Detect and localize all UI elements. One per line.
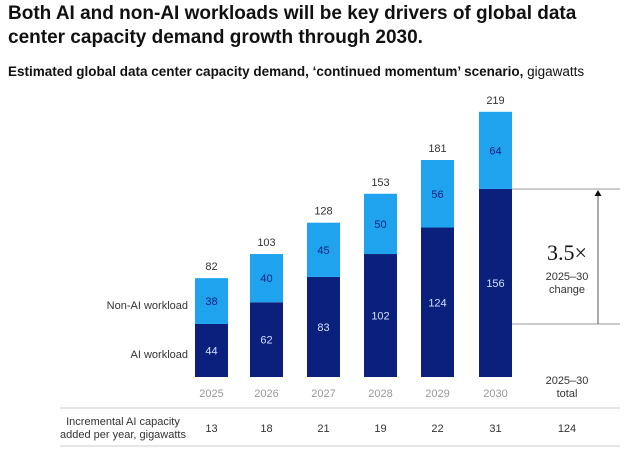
total-header-2: total	[557, 388, 578, 400]
label-nonai-2029: 56	[431, 189, 443, 201]
label-total-2029: 181	[428, 143, 446, 155]
bar-nonai-2030	[479, 111, 512, 189]
label-nonai-2028: 50	[374, 219, 386, 231]
label-total-2028: 153	[371, 177, 389, 189]
label-nonai-2030: 64	[489, 145, 501, 157]
label-total-2026: 103	[257, 237, 275, 249]
bar-ai-2028	[364, 254, 397, 377]
incremental-label-1: Incremental AI capacity	[66, 416, 180, 428]
legend-nonai: Non-AI workload	[107, 300, 188, 312]
annotation-value: 3.5×	[547, 240, 587, 265]
label-nonai-2025: 38	[205, 296, 217, 308]
label-nonai-2027: 45	[317, 245, 329, 257]
bar-nonai-2025	[195, 278, 228, 324]
x-tick-2027: 2027	[311, 388, 335, 400]
total-header-1: 2025–30	[546, 375, 589, 387]
incremental-label-2: added per year, gigawatts	[60, 429, 186, 441]
x-tick-2026: 2026	[254, 388, 278, 400]
label-nonai-2026: 40	[260, 273, 272, 285]
bar-nonai-2029	[421, 160, 454, 228]
bar-nonai-2028	[364, 193, 397, 255]
subtitle-unit: gigawatts	[523, 64, 585, 79]
x-tick-2029: 2029	[425, 388, 449, 400]
bar-ai-2029	[421, 227, 454, 377]
label-ai-2029: 124	[428, 297, 446, 309]
label-total-2030: 219	[486, 95, 504, 107]
x-tick-2030: 2030	[483, 388, 507, 400]
incremental-2025: 13	[205, 423, 217, 435]
legend-ai: AI workload	[131, 349, 188, 361]
bar-ai-2025	[195, 323, 228, 377]
bar-ai-2030	[479, 188, 512, 377]
incremental-2027: 21	[317, 423, 329, 435]
x-tick-2028: 2028	[368, 388, 392, 400]
label-total-2027: 128	[314, 206, 332, 218]
label-ai-2028: 102	[371, 311, 389, 323]
label-ai-2026: 62	[260, 335, 272, 347]
page-title: Both AI and non-AI workloads will be key…	[8, 3, 577, 48]
chart-subtitle: Estimated global data center capacity de…	[8, 64, 584, 79]
incremental-2029: 22	[431, 423, 443, 435]
incremental-total: 124	[558, 423, 576, 435]
annotation-label-2: change	[549, 284, 585, 296]
label-ai-2030: 156	[486, 278, 504, 290]
annotation-label-1: 2025–30	[546, 271, 589, 283]
incremental-2030: 31	[489, 423, 501, 435]
x-tick-2025: 2025	[199, 388, 223, 400]
label-ai-2025: 44	[205, 345, 217, 357]
bar-nonai-2027	[307, 222, 340, 277]
incremental-2026: 18	[260, 423, 272, 435]
arrow-head-icon	[594, 189, 602, 196]
bar-nonai-2026	[250, 254, 283, 303]
label-ai-2027: 83	[317, 322, 329, 334]
bar-ai-2026	[250, 302, 283, 377]
label-total-2025: 82	[205, 261, 217, 273]
subtitle-main: Estimated global data center capacity de…	[8, 64, 524, 79]
incremental-2028: 19	[374, 423, 386, 435]
bar-ai-2027	[307, 276, 340, 377]
